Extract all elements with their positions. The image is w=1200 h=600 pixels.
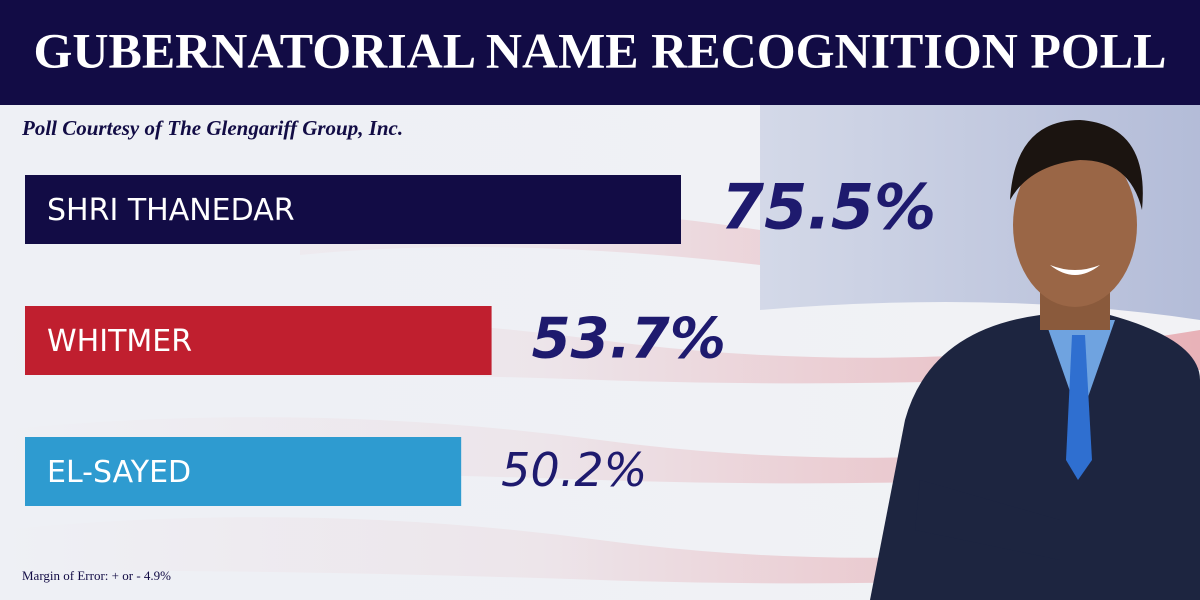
subtitle: Poll Courtesy of The Glengariff Group, I… (21, 116, 403, 140)
bar (25, 175, 681, 244)
chart-title: GUBERNATORIAL NAME RECOGNITION POLL (33, 22, 1166, 78)
bar-label: WHITMER (47, 324, 192, 359)
value-label: 50.2% (501, 443, 647, 497)
portrait (870, 120, 1200, 600)
value-label: 75.5% (721, 171, 936, 244)
title-band (0, 0, 1200, 105)
value-label: 53.7% (532, 307, 726, 372)
bar-label: SHRI THANEDAR (47, 193, 295, 228)
bar-label: EL-SAYED (47, 455, 191, 490)
footnote: Margin of Error: + or - 4.9% (22, 568, 171, 583)
bar (25, 306, 492, 375)
bar (25, 437, 462, 506)
